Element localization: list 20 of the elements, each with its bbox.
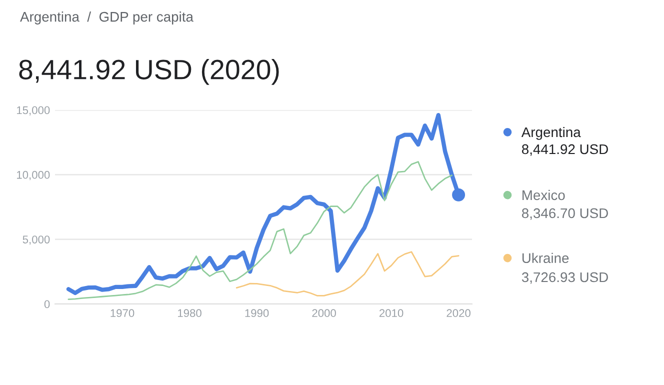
legend-label: Argentina [521, 126, 581, 140]
legend-label: Ukraine [522, 252, 569, 264]
x-tick-label: 2010 [379, 309, 404, 318]
text: 3,726.93 USD [522, 272, 608, 284]
chart-title: Argentina / GDP per capita [20, 12, 194, 24]
x-tick-label: 1990 [245, 309, 269, 318]
line-series [68, 161, 453, 300]
x-tick-label: 1970 [110, 309, 134, 318]
x-tick-label: 2000 [312, 309, 336, 318]
chart-subtitle: 8,441.92 USD (2020) [19, 59, 279, 85]
line-series [236, 251, 460, 296]
y-tick-label: 15,000 [17, 106, 50, 116]
text: 8,441.92 USD [522, 144, 608, 156]
text: 8,346.70 USD [522, 208, 608, 220]
y-tick-label: 10,000 [17, 170, 50, 180]
x-tick-label: 2020 [446, 309, 470, 318]
y-tick-label: 0 [44, 300, 50, 308]
y-tick-label: 5,000 [22, 236, 50, 245]
x-tick-label: 1980 [178, 309, 202, 318]
legend-label: Mexico [522, 190, 565, 200]
